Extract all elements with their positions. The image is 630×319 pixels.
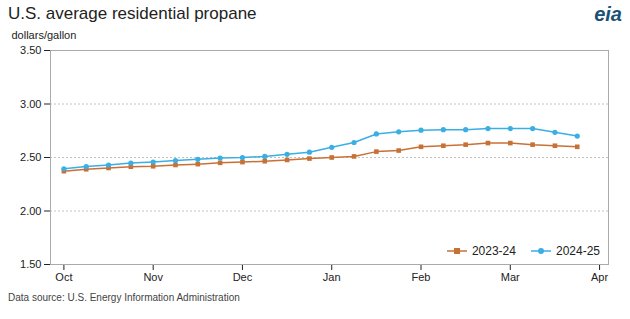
svg-text:3.50: 3.50	[20, 44, 41, 56]
html-text:2023-24: 2023-24	[471, 244, 516, 258]
svg-text:Jan: Jan	[323, 271, 341, 283]
svg-text:2.50: 2.50	[20, 151, 41, 163]
html-text:2024-25: 2024-25	[556, 244, 600, 258]
svg-text:Oct: Oct	[55, 271, 72, 283]
svg-text:1.50: 1.50	[20, 258, 41, 270]
svg-text:Apr: Apr	[591, 271, 608, 283]
svg-text:Mar: Mar	[501, 271, 520, 283]
svg-text:Feb: Feb	[412, 271, 431, 283]
svg-text:Nov: Nov	[143, 271, 163, 283]
svg-text:2.00: 2.00	[20, 205, 41, 217]
html-text:eia: eia	[594, 3, 622, 25]
html-text:U.S. average residential propa: U.S. average residential propane	[8, 4, 257, 23]
svg-text:3.00: 3.00	[20, 98, 41, 110]
svg-text:Dec: Dec	[233, 271, 253, 283]
html-text:Data source: U.S. Energy Infor: Data source: U.S. Energy Information Adm…	[8, 292, 240, 303]
svg-text:dollars/gallon: dollars/gallon	[12, 29, 77, 41]
